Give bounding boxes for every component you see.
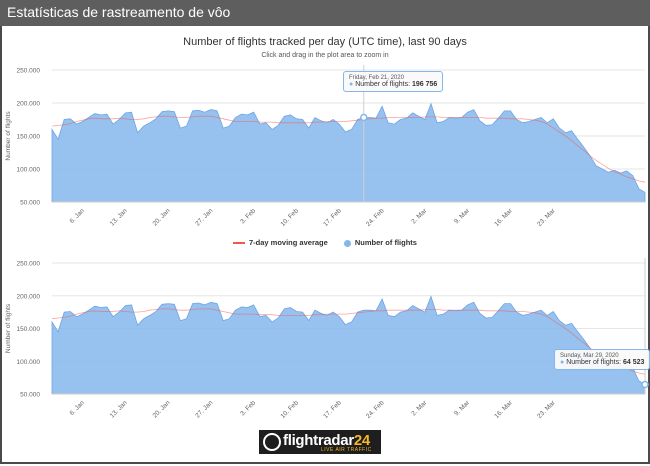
bottom-xtick-label: 10. Feb xyxy=(279,399,300,420)
top-moving-average-line xyxy=(51,115,646,183)
bottom-yaxis-label: Number of flights xyxy=(5,303,12,353)
bottom-xtick-label: 9. Mar xyxy=(453,399,472,418)
bottom-xtick-label: 23. Mar xyxy=(536,399,557,420)
bottom-xtick-label: 24. Feb xyxy=(365,399,386,420)
chart-legend[interactable]: 7-day moving average Number of flights xyxy=(0,238,650,247)
legend-label-moving-average: 7-day moving average xyxy=(249,238,328,247)
chart-title: Number of flights tracked per day (UTC t… xyxy=(183,36,467,48)
bottom-xtick-label: 17. Feb xyxy=(322,399,343,420)
bottom-ytick-label: 200.000 xyxy=(17,293,41,300)
legend-item-moving-average[interactable]: 7-day moving average xyxy=(233,238,328,247)
top-ytick-label: 250.000 xyxy=(17,68,41,75)
bottom-xtick-label: 16. Mar xyxy=(493,399,514,420)
tooltip-bottom: Sunday, Mar 29, 2020 ● Number of flights… xyxy=(554,349,650,370)
tooltip-top-value: 196 756 xyxy=(412,81,438,88)
bottom-xtick-label: 20. Jan xyxy=(152,399,172,419)
top-ytick-label: 50.000 xyxy=(20,200,40,207)
top-ytick-label: 100.000 xyxy=(17,167,41,174)
top-ytick-label: 200.000 xyxy=(17,101,41,108)
logo-brand: flightradar24 xyxy=(283,432,370,449)
bottom-xtick-label: 13. Jan xyxy=(109,399,129,419)
tooltip-bullet: ● xyxy=(349,81,354,88)
chart-subtitle: Click and drag in the plot area to zoom … xyxy=(261,52,389,59)
flightradar24-logo[interactable]: flightradar24 LIVE AIR TRAFFIC xyxy=(259,430,381,454)
tooltip-bottom-label: Number of flights: xyxy=(566,359,622,366)
radar-icon xyxy=(263,433,281,451)
bottom-ytick-label: 250.000 xyxy=(17,261,41,268)
top-ytick-label: 150.000 xyxy=(17,134,41,141)
legend-line-marker xyxy=(233,242,245,245)
bottom-flights-area xyxy=(51,295,646,395)
tooltip-bottom-date: Sunday, Mar 29, 2020 xyxy=(560,353,619,359)
bottom-moving-average-line xyxy=(51,308,646,375)
legend-label-number-of-flights: Number of flights xyxy=(354,238,417,247)
bottom-hover-point xyxy=(641,380,649,389)
bottom-xtick-label: 6. Jan xyxy=(69,399,87,417)
tooltip-top: Friday, Feb 21, 2020 ● Number of flights… xyxy=(343,71,444,92)
window-titlebar: Estatísticas de rastreamento de vôo xyxy=(0,0,650,26)
tooltip-bottom-value: 64 523 xyxy=(623,359,645,366)
logo-brand-text: flightradar xyxy=(283,432,354,449)
bottom-ytick-label: 150.000 xyxy=(17,326,41,333)
top-hover-point xyxy=(360,113,368,122)
legend-item-number-of-flights[interactable]: Number of flights xyxy=(343,238,417,247)
top-flights-area xyxy=(51,102,646,203)
top-chart[interactable]: 250.000 200.000 150.000 100.000 50.000 Number… xyxy=(0,0,650,230)
bottom-xtick-label: 3. Feb xyxy=(239,399,257,417)
bottom-ytick-label: 50.000 xyxy=(20,392,40,399)
tooltip-top-date: Friday, Feb 21, 2020 xyxy=(349,75,404,81)
bottom-xtick-label: 2. Mar xyxy=(410,399,429,418)
logo-brand-number: 24 xyxy=(353,432,370,449)
legend-dot-marker xyxy=(343,239,351,247)
window-title: Estatísticas de rastreamento de vôo xyxy=(7,4,231,20)
top-yaxis-label: Number of flights xyxy=(5,111,12,161)
tooltip-top-label: Number of flights: xyxy=(355,81,411,88)
tooltip-bullet: ● xyxy=(560,359,565,366)
logo-tagline: LIVE AIR TRAFFIC xyxy=(321,447,372,453)
bottom-xtick-label: 27. Jan xyxy=(194,399,214,419)
bottom-ytick-label: 100.000 xyxy=(17,359,41,366)
